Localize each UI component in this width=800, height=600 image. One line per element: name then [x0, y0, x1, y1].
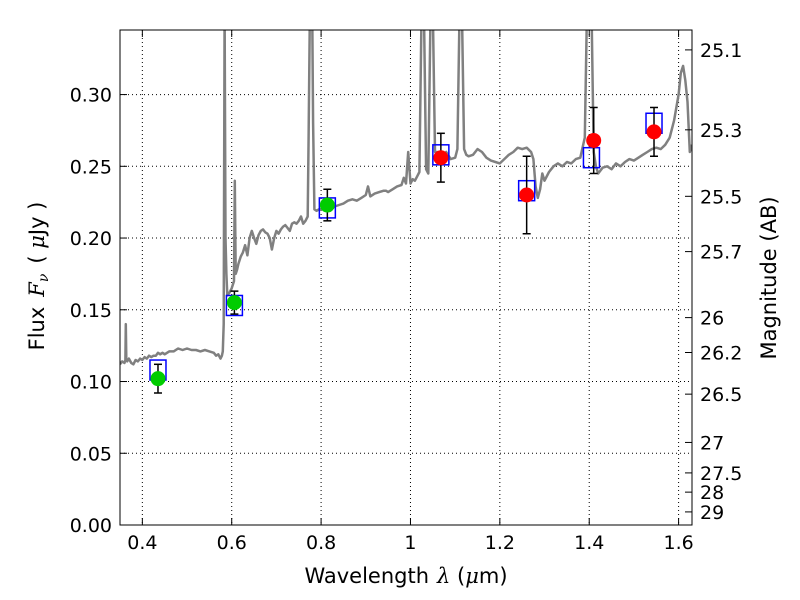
observed-nir-point	[646, 124, 662, 140]
x-tick-label: 1.4	[574, 532, 604, 554]
model-flux-square	[582, 146, 601, 169]
y-axis-label: Flux Fν ( μJy )	[25, 202, 52, 351]
y2-tick-label: 29	[700, 502, 724, 524]
x-tick-label: 0.6	[217, 532, 247, 554]
x-tick-label: 1.6	[663, 532, 693, 554]
marker-layer	[149, 106, 663, 394]
x-axis-label-symbol: λ	[436, 564, 450, 588]
y2-tick-label: 25.3	[700, 120, 742, 142]
ticks: 0.4 0.6 0.8 1 1.2 1.4 1.6 0.00 0.05 0.10 0.15 0.20 0…	[70, 30, 742, 554]
y2-tick-label: 27	[700, 432, 724, 454]
y-tick-label: 0.30	[70, 85, 112, 107]
y-axis-label-unit-mu: μ	[25, 235, 49, 249]
y-tick-label: 0.00	[70, 515, 112, 537]
observed-nir-point	[433, 150, 449, 166]
y2-tick-label: 26.5	[700, 384, 742, 406]
x-tick-label: 1.2	[485, 532, 515, 554]
observed-optical-point	[226, 295, 242, 311]
y2-tick-label: 26	[700, 308, 724, 330]
y2-axis-label: Magnitude (AB)	[757, 196, 781, 359]
y2-tick-label: 25.5	[700, 186, 742, 208]
y2-tick-label: 28	[700, 482, 724, 504]
y-tick-label: 0.10	[70, 372, 112, 394]
plot-background	[120, 30, 692, 525]
observed-nir-point	[586, 132, 602, 148]
y-axis-label-symbol: F	[25, 281, 49, 298]
observed-optical-point	[319, 197, 335, 213]
y2-tick-label: 26.2	[700, 343, 742, 365]
x-axis-label-unit-rest: m)	[479, 564, 508, 588]
y-tick-label: 0.25	[70, 156, 112, 178]
plot-frame	[119, 29, 693, 526]
y2-tick-label: 25.7	[700, 242, 742, 264]
y-tick-label: 0.05	[70, 443, 112, 465]
x-axis-label-unit-open: (	[450, 564, 465, 588]
y-axis-label-unit-rest: Jy )	[25, 202, 49, 238]
x-tick-label: 0.4	[127, 532, 157, 554]
observed-nir-point	[519, 187, 535, 203]
x-tick-label: 1	[404, 532, 416, 554]
observed-optical-point	[150, 371, 166, 387]
x-axis-label: Wavelength λ (μm)	[304, 564, 507, 588]
y-tick-label: 0.20	[70, 228, 112, 250]
y-axis-label-prefix: Flux	[25, 307, 49, 351]
x-axis-label-prefix: Wavelength	[304, 564, 429, 588]
y2-tick-label: 27.5	[700, 463, 742, 485]
y-tick-label: 0.15	[70, 300, 112, 322]
data-layer	[120, 30, 692, 366]
x-axis-label-unit-mu: μ	[465, 564, 479, 588]
x-tick-label: 0.8	[306, 532, 336, 554]
y2-tick-label: 25.1	[700, 40, 742, 62]
y-axis-label-unit-open: (	[25, 249, 49, 264]
y-axis-label-sub: ν	[36, 273, 52, 282]
model-spectrum-line	[120, 30, 692, 366]
